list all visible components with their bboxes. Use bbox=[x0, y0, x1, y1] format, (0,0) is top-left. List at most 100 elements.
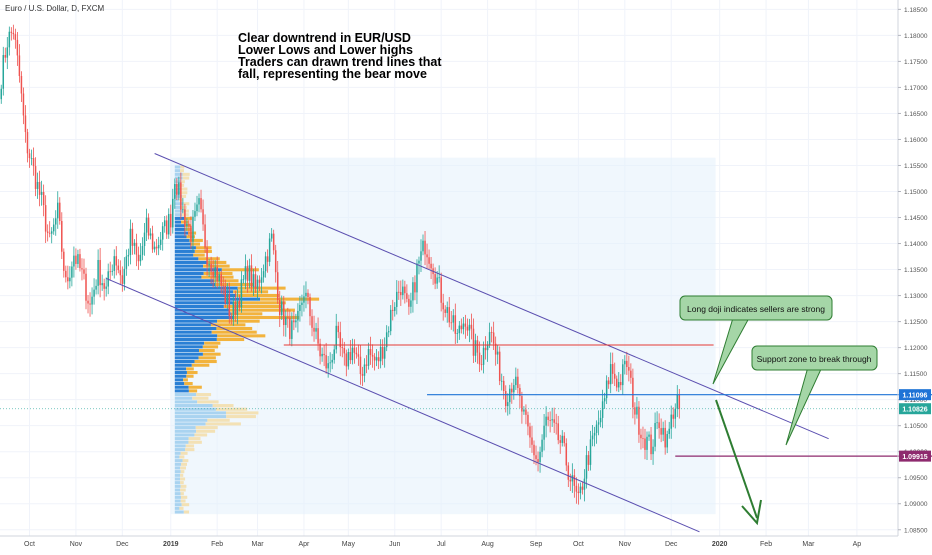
candle-body bbox=[176, 184, 178, 195]
candle-body bbox=[289, 317, 291, 339]
volume-profile-buy-bar bbox=[174, 323, 211, 327]
volume-profile-sell-bar bbox=[181, 462, 187, 466]
support-callout[interactable]: Support zone to break through bbox=[751, 345, 878, 446]
candle-body bbox=[416, 263, 418, 293]
symbol-title: Euro / U.S. Dollar, D, FXCM bbox=[5, 4, 104, 13]
candle-body bbox=[587, 455, 590, 465]
candle-body bbox=[609, 364, 612, 385]
annotation-line-3: Traders can drawn trend lines that bbox=[238, 55, 442, 69]
candle-body bbox=[113, 256, 116, 271]
candle-body bbox=[57, 202, 59, 219]
volume-profile-buy-bar bbox=[174, 429, 197, 433]
volume-profile-buy-bar bbox=[174, 506, 180, 510]
price-badge bbox=[899, 389, 931, 401]
bearish-arrow-head bbox=[741, 499, 762, 526]
candle-body bbox=[291, 320, 293, 339]
time-axis[interactable]: Oct Nov Dec 2019 Feb Mar Apr May Jun Jul Aug Sep Oct… bbox=[24, 541, 861, 548]
candle-body bbox=[155, 246, 158, 249]
volume-profile-buy-bar bbox=[174, 231, 189, 235]
candle-body bbox=[276, 272, 279, 301]
candle-body bbox=[389, 309, 392, 332]
candle-body bbox=[363, 364, 366, 376]
candle-body bbox=[246, 266, 249, 281]
candle-body bbox=[121, 275, 124, 284]
x-tick-label: Dec bbox=[665, 541, 678, 548]
candle-body bbox=[517, 376, 519, 388]
candle-body bbox=[333, 349, 335, 360]
x-tick-label: Jul bbox=[437, 541, 446, 548]
volume-profile-buy-bar bbox=[174, 326, 217, 331]
volume-profile-sell-bar bbox=[182, 172, 190, 176]
candle-body bbox=[579, 486, 582, 494]
candle-body bbox=[670, 414, 672, 429]
candle-body bbox=[59, 202, 61, 221]
candle-body bbox=[256, 279, 259, 289]
volume-profile-sell-bar bbox=[179, 506, 184, 510]
candle-body bbox=[69, 277, 71, 282]
volume-profile-buy-bar bbox=[174, 455, 180, 459]
candle-body bbox=[230, 316, 233, 320]
candle-body bbox=[539, 451, 541, 463]
volume-profile-buy-bar bbox=[174, 466, 181, 470]
candle-body bbox=[537, 459, 539, 463]
trend-lines[interactable] bbox=[0, 153, 932, 533]
candle-body bbox=[133, 242, 136, 246]
candle-body bbox=[204, 224, 206, 248]
candle-body bbox=[220, 274, 222, 286]
volume-profile-sell-bar bbox=[180, 191, 188, 195]
volume-profile-buy-bar bbox=[174, 488, 181, 492]
candle-body bbox=[371, 354, 374, 357]
candle-body bbox=[184, 209, 186, 226]
volume-profile-buy-bar bbox=[174, 165, 181, 169]
volume-profile-sell-bar bbox=[189, 238, 203, 242]
candle-body bbox=[434, 274, 436, 284]
candle-body bbox=[549, 419, 551, 421]
volume-profile-buy-bar bbox=[174, 205, 182, 209]
candle-body bbox=[178, 182, 180, 195]
candle-body bbox=[638, 406, 640, 435]
volume-profile-buy-bar bbox=[174, 426, 196, 430]
candle-body bbox=[16, 39, 19, 56]
candle-body bbox=[73, 255, 75, 267]
candle-body bbox=[436, 277, 438, 284]
price-badge-label: 1.09915 bbox=[902, 454, 927, 461]
candle-body bbox=[135, 242, 138, 255]
candle-body bbox=[565, 443, 568, 466]
candle-body bbox=[373, 356, 376, 361]
volume-profile-sell-bar bbox=[206, 260, 227, 264]
candle-body bbox=[357, 354, 360, 357]
volume-profile-buy-bar bbox=[174, 282, 216, 286]
volume-profile-buy-bar bbox=[174, 334, 218, 338]
candle-body bbox=[581, 486, 584, 490]
price-axis[interactable]: 1.085001.090001.095001.100001.105001.110… bbox=[898, 7, 928, 534]
volume-profile-buy-bar bbox=[174, 422, 206, 426]
candle-body bbox=[119, 270, 122, 276]
candle-body bbox=[601, 401, 604, 418]
doji-callout[interactable]: Long doji indicates sellers are strong bbox=[679, 295, 833, 385]
volume-profile-sell-bar bbox=[186, 374, 194, 378]
candle-body bbox=[672, 414, 674, 419]
candle-body bbox=[678, 394, 681, 409]
candle-body bbox=[311, 316, 313, 328]
candle-body bbox=[496, 351, 499, 355]
volume-profile-buy-bar bbox=[174, 172, 183, 176]
candle-body bbox=[303, 296, 305, 303]
volume-profile-buy-bar bbox=[174, 319, 218, 323]
volume-profile-buy-bar bbox=[174, 492, 181, 496]
candle-body bbox=[513, 385, 515, 393]
candle-body bbox=[470, 324, 473, 329]
candle-body bbox=[234, 301, 237, 315]
x-tick-label: Nov bbox=[70, 541, 83, 548]
volume-profile-buy-bar bbox=[174, 389, 189, 393]
volume-profile-sell-bar bbox=[202, 345, 219, 349]
volume-profile-buy-bar bbox=[174, 209, 184, 213]
candle-body bbox=[472, 328, 475, 356]
candle-body bbox=[147, 217, 150, 236]
candle-body bbox=[367, 349, 370, 366]
bearish-arrow bbox=[715, 399, 762, 526]
candle-body bbox=[95, 285, 97, 290]
candle-body bbox=[40, 192, 43, 195]
